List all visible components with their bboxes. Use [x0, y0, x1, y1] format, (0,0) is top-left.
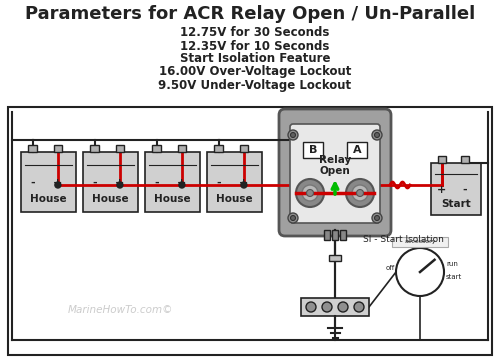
Circle shape	[55, 182, 61, 188]
Text: 9.50V Under-Voltage Lockout: 9.50V Under-Voltage Lockout	[158, 79, 352, 92]
Text: +: +	[54, 178, 62, 188]
Circle shape	[352, 185, 368, 201]
Circle shape	[356, 190, 364, 196]
Text: House: House	[92, 194, 128, 204]
Text: +: +	[438, 185, 446, 195]
Circle shape	[354, 302, 364, 312]
Bar	[347, 142, 367, 158]
Bar	[178, 145, 186, 152]
Text: B: B	[309, 145, 317, 155]
Text: accessory: accessory	[404, 239, 436, 244]
Circle shape	[288, 213, 298, 223]
FancyBboxPatch shape	[290, 124, 380, 223]
Bar	[431, 163, 481, 215]
Bar	[340, 230, 346, 240]
Bar	[214, 145, 223, 152]
Bar	[329, 255, 341, 261]
Text: -: -	[154, 178, 159, 188]
Bar	[392, 237, 448, 247]
Circle shape	[346, 179, 374, 207]
Circle shape	[372, 213, 382, 223]
Text: run: run	[446, 261, 458, 267]
Bar	[54, 145, 62, 152]
Text: +: +	[240, 178, 248, 188]
Circle shape	[179, 182, 185, 188]
Bar	[301, 298, 369, 316]
Circle shape	[288, 130, 298, 140]
Circle shape	[374, 132, 380, 137]
Circle shape	[322, 302, 332, 312]
Text: Start: Start	[441, 199, 471, 209]
Text: Start Isolation Feature: Start Isolation Feature	[180, 52, 330, 65]
Text: MarineHowTo.com©: MarineHowTo.com©	[67, 305, 173, 315]
Text: -: -	[462, 185, 468, 195]
Bar	[461, 156, 469, 163]
Bar	[144, 152, 200, 212]
Text: SI - Start Isolation: SI - Start Isolation	[363, 236, 444, 244]
Circle shape	[306, 302, 316, 312]
FancyBboxPatch shape	[279, 109, 391, 236]
Circle shape	[302, 185, 318, 201]
Circle shape	[372, 130, 382, 140]
Text: +: +	[178, 178, 186, 188]
Circle shape	[338, 302, 348, 312]
Bar	[8, 107, 492, 355]
Circle shape	[117, 182, 123, 188]
Text: House: House	[216, 194, 252, 204]
Bar	[152, 145, 161, 152]
Text: House: House	[154, 194, 190, 204]
Text: off: off	[386, 265, 394, 271]
Text: Parameters for ACR Relay Open / Un-Parallel: Parameters for ACR Relay Open / Un-Paral…	[25, 5, 475, 23]
Bar	[303, 142, 323, 158]
Text: -: -	[92, 178, 97, 188]
Circle shape	[290, 132, 296, 137]
Text: -: -	[216, 178, 221, 188]
Bar	[20, 152, 76, 212]
Bar	[90, 145, 99, 152]
Bar	[438, 156, 446, 163]
Text: 16.00V Over-Voltage Lockout: 16.00V Over-Voltage Lockout	[159, 65, 351, 79]
Text: 12.75V for 30 Seconds: 12.75V for 30 Seconds	[180, 27, 330, 39]
Bar	[28, 145, 37, 152]
Bar	[324, 230, 330, 240]
Bar	[116, 145, 124, 152]
Bar	[82, 152, 138, 212]
Text: House: House	[30, 194, 66, 204]
Circle shape	[290, 215, 296, 220]
Circle shape	[296, 179, 324, 207]
Circle shape	[374, 215, 380, 220]
Text: Relay: Relay	[319, 155, 351, 165]
Text: start: start	[446, 274, 462, 280]
Bar	[206, 152, 262, 212]
Text: -: -	[30, 178, 35, 188]
Circle shape	[396, 248, 444, 296]
Bar	[240, 145, 248, 152]
Bar	[332, 230, 338, 240]
Text: +: +	[116, 178, 124, 188]
Text: A: A	[352, 145, 362, 155]
Circle shape	[241, 182, 247, 188]
Text: 12.35V for 10 Seconds: 12.35V for 10 Seconds	[180, 39, 330, 52]
Circle shape	[306, 190, 314, 196]
Text: Open: Open	[320, 166, 350, 176]
